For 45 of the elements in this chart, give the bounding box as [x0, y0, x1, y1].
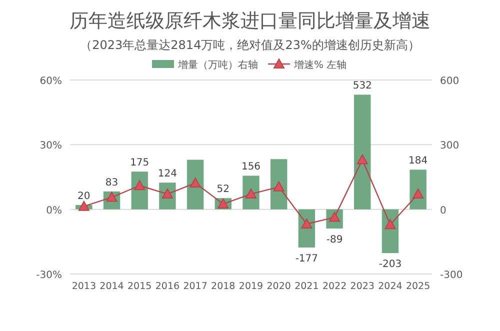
point	[78, 200, 90, 211]
x-tick-label: 2019	[238, 281, 264, 292]
y2-tick-label: 0	[440, 205, 446, 216]
y2-tick-label: 600	[440, 76, 460, 87]
x-tick-label: 2015	[128, 281, 152, 292]
x-tick-label: 2013	[72, 281, 96, 292]
data-label: 156	[241, 162, 261, 173]
x-tick-label: 2018	[211, 281, 236, 292]
y-tick-label: -30%	[36, 270, 62, 281]
x-tick-label: 2024	[378, 281, 402, 292]
x-tick-label: 2023	[350, 281, 374, 292]
y-tick-label: 30%	[40, 140, 62, 152]
data-label: 532	[352, 80, 372, 92]
data-label: 83	[105, 177, 118, 188]
data-label: -203	[378, 259, 402, 270]
chart-title: 历年造纸级原纤木浆进口量同比增量及增速	[70, 10, 430, 32]
data-label: 124	[158, 168, 178, 180]
data-label: 175	[130, 158, 150, 169]
data-label: -89	[326, 234, 343, 246]
bar	[270, 159, 288, 210]
point	[218, 198, 229, 208]
data-label: -177	[295, 253, 318, 264]
y-tick-label: 0%	[46, 205, 62, 216]
point	[273, 181, 284, 192]
point	[190, 178, 201, 188]
y2-tick-label: 300	[440, 140, 460, 152]
data-label: 184	[408, 156, 428, 167]
bar	[354, 94, 371, 210]
x-tick-label: 2014	[100, 281, 124, 292]
bar	[186, 160, 204, 210]
x-tick-label: 2022	[322, 281, 347, 292]
x-tick-label: 2025	[406, 281, 430, 292]
point	[384, 219, 396, 230]
legend-label: 增速% 左轴	[293, 59, 347, 71]
point	[356, 154, 368, 164]
data-label: 20	[78, 191, 90, 202]
y-tick-label: 60%	[40, 76, 62, 87]
chart-subtitle: （2023年总量达2814万吨，绝对值及23%的增速创历史新高）	[80, 38, 420, 52]
x-tick-label: 2016	[155, 281, 180, 292]
legend-label: 增量（万吨）右轴	[177, 59, 258, 71]
data-label: 52	[216, 184, 230, 196]
y2-tick-label: -300	[440, 270, 463, 281]
x-tick-label: 2017	[183, 281, 208, 292]
x-tick-label: 2021	[294, 281, 319, 292]
x-tick-label: 2020	[266, 281, 291, 292]
